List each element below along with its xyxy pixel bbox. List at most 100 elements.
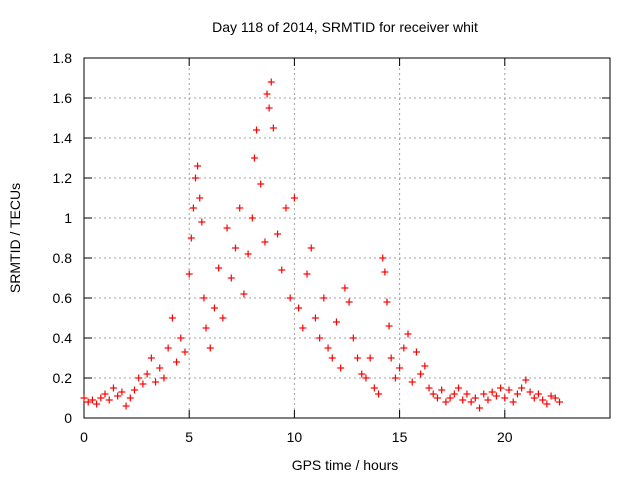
data-point xyxy=(341,284,349,292)
data-point xyxy=(442,398,450,406)
data-point xyxy=(257,180,265,188)
x-tick-label: 10 xyxy=(287,429,303,445)
data-point xyxy=(421,362,429,370)
x-tick-label: 0 xyxy=(80,429,88,445)
y-axis-label: SRMTID / TECUs xyxy=(7,183,23,293)
data-point xyxy=(459,396,467,404)
data-point xyxy=(383,298,391,306)
x-tick-label: 20 xyxy=(497,429,513,445)
data-point xyxy=(337,364,345,372)
data-point xyxy=(387,354,395,362)
data-point xyxy=(189,204,197,212)
data-point xyxy=(471,394,479,402)
plot-area-frame xyxy=(83,57,611,419)
data-point xyxy=(164,344,172,352)
data-point xyxy=(290,194,298,202)
data-point xyxy=(152,378,160,386)
data-point xyxy=(370,384,378,392)
data-point xyxy=(223,224,231,232)
data-point xyxy=(253,126,261,134)
data-point xyxy=(263,90,271,98)
x-tick-label: 15 xyxy=(392,429,408,445)
data-point xyxy=(88,396,96,404)
data-point xyxy=(192,174,200,182)
data-point xyxy=(530,394,538,402)
data-point xyxy=(160,374,168,382)
y-tick-label: 1.8 xyxy=(53,50,73,66)
data-point xyxy=(210,304,218,312)
data-point xyxy=(556,398,564,406)
data-point xyxy=(332,318,340,326)
y-tick-label: 0.6 xyxy=(53,290,73,306)
y-tick-label: 0.8 xyxy=(53,250,73,266)
data-point xyxy=(505,386,513,394)
data-point xyxy=(476,404,484,412)
data-point xyxy=(328,354,336,362)
data-point xyxy=(316,334,324,342)
data-point xyxy=(130,386,138,394)
data-point xyxy=(269,124,277,132)
data-point xyxy=(385,322,393,330)
y-tick-label: 0.4 xyxy=(53,330,73,346)
data-point xyxy=(267,78,275,86)
data-point xyxy=(400,344,408,352)
data-point xyxy=(240,290,248,298)
data-point xyxy=(168,314,176,322)
data-point xyxy=(501,394,509,402)
y-tick-label: 0 xyxy=(64,410,72,426)
data-point xyxy=(282,204,290,212)
data-point xyxy=(194,162,202,170)
data-point xyxy=(417,370,425,378)
data-point xyxy=(187,234,195,242)
data-point xyxy=(480,390,488,398)
data-point xyxy=(433,394,441,402)
data-point xyxy=(450,390,458,398)
data-point xyxy=(196,194,204,202)
chart-title: Day 118 of 2014, SRMTID for receiver whi… xyxy=(212,19,478,35)
data-point xyxy=(135,374,143,382)
data-point xyxy=(391,374,399,382)
data-point xyxy=(534,390,542,398)
data-point xyxy=(101,390,109,398)
data-point xyxy=(84,398,92,406)
data-point xyxy=(227,274,235,282)
data-points xyxy=(80,78,564,412)
data-point xyxy=(147,354,155,362)
data-point xyxy=(547,392,555,400)
data-point xyxy=(244,250,252,258)
data-point xyxy=(97,394,105,402)
data-point xyxy=(122,402,130,410)
data-point xyxy=(408,378,416,386)
x-tick-label: 5 xyxy=(185,429,193,445)
data-point xyxy=(358,370,366,378)
data-point xyxy=(118,388,126,396)
data-point xyxy=(509,398,517,406)
data-point xyxy=(198,218,206,226)
data-point xyxy=(345,298,353,306)
data-point xyxy=(206,344,214,352)
data-point xyxy=(143,370,151,378)
data-point xyxy=(202,324,210,332)
data-point xyxy=(248,214,256,222)
data-point xyxy=(177,334,185,342)
data-point xyxy=(173,358,181,366)
data-point xyxy=(396,364,404,372)
data-point xyxy=(429,390,437,398)
data-point xyxy=(261,238,269,246)
data-point xyxy=(513,390,521,398)
data-point xyxy=(265,104,273,112)
data-point xyxy=(231,244,239,252)
data-point xyxy=(215,264,223,272)
data-point xyxy=(362,374,370,382)
data-point xyxy=(299,324,307,332)
grid-lines xyxy=(84,58,610,418)
data-point xyxy=(250,154,258,162)
data-point xyxy=(126,394,134,402)
data-point xyxy=(156,364,164,372)
y-tick-label: 1.4 xyxy=(53,130,73,146)
data-point xyxy=(488,388,496,396)
data-point xyxy=(200,294,208,302)
data-point xyxy=(375,390,383,398)
data-point xyxy=(551,394,559,402)
data-point xyxy=(236,204,244,212)
